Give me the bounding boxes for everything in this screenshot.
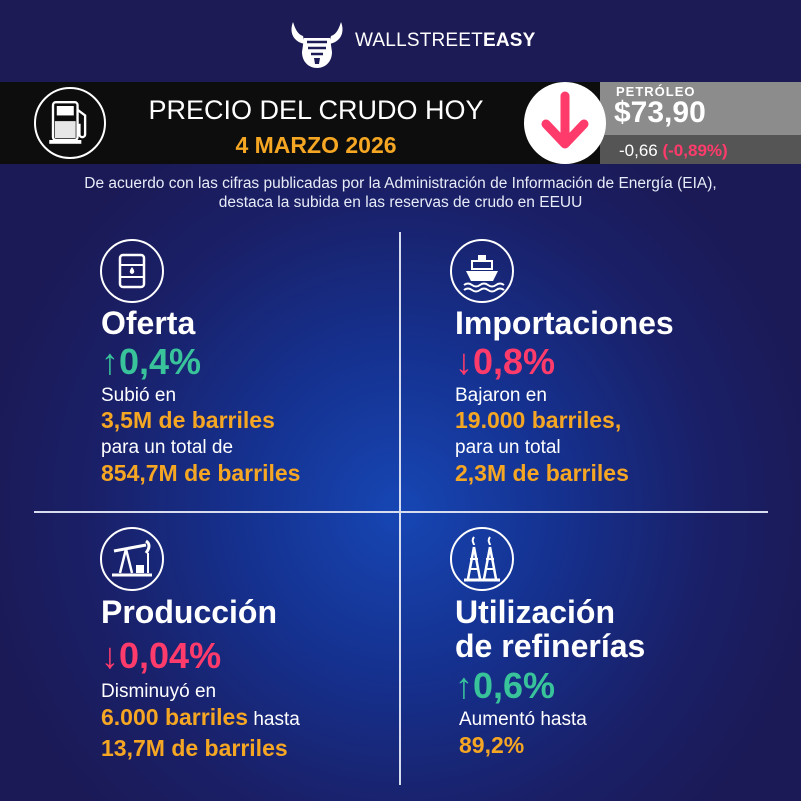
oferta-line2: 3,5M de barriles	[101, 407, 275, 433]
refinerias-change: ↑0,6%	[455, 665, 556, 706]
oil-change-pct: (-0,89%)	[662, 141, 728, 160]
importaciones-line2: 19.000 barriles,	[455, 407, 622, 433]
cargo-ship-icon-circle	[450, 239, 514, 303]
brand-header	[0, 0, 801, 82]
oil-change: -0,66 (-0,89%)	[619, 141, 728, 160]
produccion-title: Producción	[101, 594, 278, 630]
refinery-tower-icon-circle	[450, 527, 514, 591]
oferta-title: Oferta	[101, 305, 196, 341]
produccion-line2: 6.000 barriles hasta	[101, 704, 300, 730]
produccion-line1: Disminuyó en	[101, 681, 217, 702]
intro-text: De acuerdo con las cifras publicadas por…	[84, 175, 717, 211]
oferta-change: ↑0,4%	[101, 341, 202, 382]
oil-change-panel	[600, 135, 801, 164]
fuel-pump-icon-circle	[34, 87, 106, 159]
oferta-line4: 854,7M de barriles	[101, 460, 301, 486]
report-date: 4 MARZO 2026	[235, 132, 397, 158]
oil-pumpjack-icon-circle	[100, 527, 164, 591]
brand-name: WALLSTREETEASY	[355, 30, 536, 51]
cargo-ship-icon	[463, 255, 505, 293]
importaciones-line1: Bajaron en	[455, 385, 547, 406]
oferta-line3: para un total de	[101, 437, 234, 458]
importaciones-change: ↓0,8%	[455, 341, 556, 382]
fuel-pump-icon	[49, 101, 87, 144]
oil-label: PETRÓLEO	[616, 84, 696, 99]
vertical-divider	[399, 232, 401, 785]
oil-barrel-icon	[118, 253, 146, 289]
oil-pumpjack-icon	[112, 539, 152, 577]
importaciones-title: Importaciones	[455, 305, 674, 341]
produccion-change: ↓0,04%	[101, 635, 222, 676]
bull-fist-logo-icon	[291, 22, 343, 68]
refinerias-title-2: de refinerías	[455, 628, 646, 664]
refinery-tower-icon	[464, 536, 500, 582]
importaciones-line3: para un total	[455, 437, 561, 458]
refinerias-line2: 89,2%	[459, 732, 525, 758]
refinerias-line1: Aumentó hasta	[459, 709, 587, 730]
produccion-line3: 13,7M de barriles	[101, 735, 288, 761]
horizontal-divider	[34, 511, 768, 513]
oil-barrel-icon-circle	[100, 239, 164, 303]
page-title: PRECIO DEL CRUDO HOY	[148, 95, 484, 125]
refinerias-title-1: Utilización	[455, 594, 616, 630]
importaciones-line4: 2,3M de barriles	[455, 460, 629, 486]
oferta-line1: Subió en	[101, 385, 177, 406]
price-down-indicator	[524, 82, 606, 164]
down-arrow-icon	[541, 91, 589, 149]
oil-price: $73,90	[614, 96, 706, 129]
oil-price-panel	[600, 82, 801, 135]
